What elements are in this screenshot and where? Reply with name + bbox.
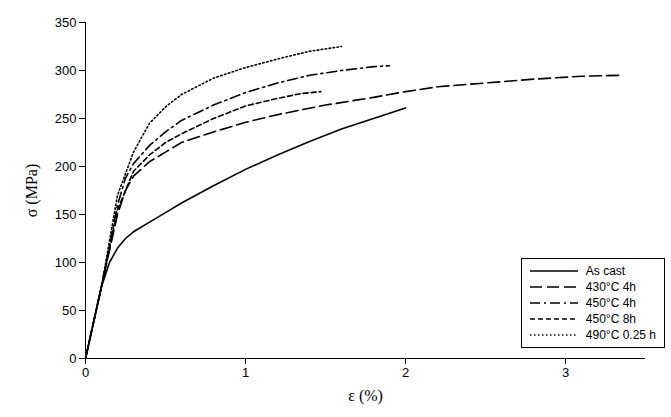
svg-text:300: 300 [55, 63, 77, 78]
html-text:450°C 8h: 450°C 8h [585, 312, 636, 326]
svg-text:0: 0 [69, 351, 76, 366]
svg-text:ε (%): ε (%) [348, 387, 383, 405]
svg-text:200: 200 [55, 159, 77, 174]
svg-text:250: 250 [55, 111, 77, 126]
svg-text:350: 350 [55, 15, 77, 30]
svg-text:3: 3 [562, 365, 569, 380]
svg-text:50: 50 [62, 303, 76, 318]
html-text:As cast: As cast [585, 264, 626, 278]
html-text:490°C 0.25 h: 490°C 0.25 h [585, 328, 656, 342]
svg-text:σ (MPa): σ (MPa) [23, 164, 41, 218]
html-text:450°C 4h: 450°C 4h [585, 296, 636, 310]
svg-text:100: 100 [55, 255, 77, 270]
svg-text:0: 0 [82, 365, 89, 380]
svg-text:1: 1 [242, 365, 249, 380]
svg-text:2: 2 [402, 365, 409, 380]
svg-text:150: 150 [55, 207, 77, 222]
html-text:430°C 4h: 430°C 4h [585, 280, 636, 294]
